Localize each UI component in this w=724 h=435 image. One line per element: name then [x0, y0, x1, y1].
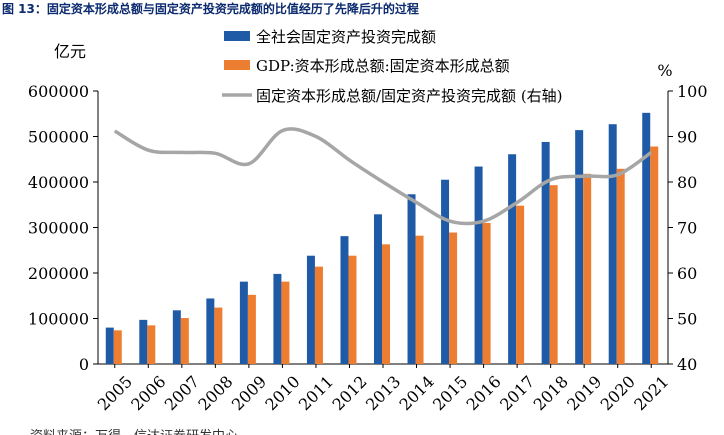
right-tick-label: 40: [677, 355, 697, 374]
bar-gross-fixed-capital-formation: [113, 330, 122, 364]
bar-fixed-asset-investment: [273, 273, 282, 364]
bar-fixed-asset-investment: [239, 281, 248, 364]
bar-fixed-asset-investment: [139, 319, 148, 364]
bar-gross-fixed-capital-formation: [247, 294, 256, 364]
bar-fixed-asset-investment: [172, 310, 181, 364]
bar-fixed-asset-investment: [374, 214, 382, 364]
bar-fixed-asset-investment: [508, 154, 517, 364]
bar-gross-fixed-capital-formation: [214, 307, 223, 364]
x-tick-label: 2011: [295, 372, 337, 414]
bar-gross-fixed-capital-formation: [449, 232, 458, 364]
bar-gross-fixed-capital-formation: [147, 325, 156, 364]
right-tick-label: 80: [677, 173, 697, 192]
left-tick-label: 300000: [28, 219, 89, 238]
right-axis-unit: %: [657, 61, 672, 80]
x-tick-label: 2005: [94, 372, 136, 414]
bar-fixed-asset-investment: [642, 112, 651, 364]
left-axis-unit: 亿元: [54, 42, 86, 61]
bar-gross-fixed-capital-formation: [549, 185, 558, 364]
bar-fixed-asset-investment: [306, 255, 315, 364]
bar-fixed-asset-investment: [206, 298, 215, 364]
bar-gross-fixed-capital-formation: [180, 318, 189, 364]
left-tick-label: 500000: [28, 128, 89, 147]
x-tick-label: 2014: [396, 372, 438, 414]
bar-fixed-asset-investment: [608, 124, 617, 364]
bar-fixed-asset-investment: [340, 236, 349, 364]
x-tick-label: 2006: [127, 372, 169, 414]
figure-title: 图 13：固定资本形成总额与固定资产投资完成额的比值经历了先降后升的过程: [2, 2, 419, 16]
x-tick-label: 2009: [228, 372, 270, 414]
bar-gross-fixed-capital-formation: [281, 281, 290, 364]
bar-gross-fixed-capital-formation: [583, 173, 592, 364]
legend-swatch-investment: [224, 31, 250, 41]
legend-label: 全社会固定资产投资完成额: [256, 28, 436, 46]
bar-fixed-asset-investment: [105, 327, 114, 364]
right-tick-label: 70: [677, 219, 697, 238]
bar-gross-fixed-capital-formation: [415, 235, 424, 364]
bar-gross-fixed-capital-formation: [616, 168, 625, 364]
left-tick-label: 600000: [28, 82, 89, 101]
legend-label: 固定资本形成总额/固定资产投资完成额 (右轴): [256, 87, 563, 105]
x-tick-label: 2020: [597, 372, 639, 414]
bar-fixed-asset-investment: [407, 194, 416, 364]
left-tick-label: 400000: [28, 173, 89, 192]
bar-fixed-asset-investment: [441, 179, 450, 364]
right-tick-label: 90: [677, 128, 697, 147]
x-tick-label: 2008: [194, 372, 236, 414]
x-tick-label: 2015: [429, 372, 471, 414]
bar-gross-fixed-capital-formation: [650, 146, 659, 364]
legend-swatch-capital-formation: [224, 60, 250, 70]
x-tick-label: 2010: [261, 372, 303, 414]
bar-gross-fixed-capital-formation: [314, 266, 323, 364]
bar-gross-fixed-capital-formation: [382, 244, 390, 364]
x-tick-label: 2007: [161, 372, 203, 414]
x-tick-label: 2017: [496, 372, 538, 414]
left-tick-label: 200000: [28, 264, 89, 283]
source-note: 资料来源：万得，信达证券研发中心: [30, 428, 238, 435]
legend-label: GDP:资本形成总额:固定资本形成总额: [256, 57, 510, 75]
x-tick-label: 2019: [563, 372, 605, 414]
bar-fixed-asset-investment: [541, 141, 550, 364]
x-tick-label: 2021: [630, 372, 672, 414]
x-tick-label: 2013: [362, 372, 404, 414]
x-tick-label: 2012: [328, 372, 370, 414]
x-tick-label: 2016: [463, 372, 505, 414]
bar-fixed-asset-investment: [575, 130, 584, 364]
bar-gross-fixed-capital-formation: [516, 205, 525, 364]
x-tick-label: 2018: [530, 372, 572, 414]
right-tick-label: 60: [677, 264, 697, 283]
right-tick-label: 100: [677, 82, 708, 101]
ratio-line: [113, 127, 653, 226]
bar-gross-fixed-capital-formation: [482, 222, 491, 364]
right-tick-label: 50: [677, 310, 697, 329]
bar-gross-fixed-capital-formation: [348, 255, 357, 364]
left-tick-label: 100000: [28, 310, 89, 329]
bar-fixed-asset-investment: [474, 166, 483, 364]
left-tick-label: 0: [79, 355, 89, 374]
